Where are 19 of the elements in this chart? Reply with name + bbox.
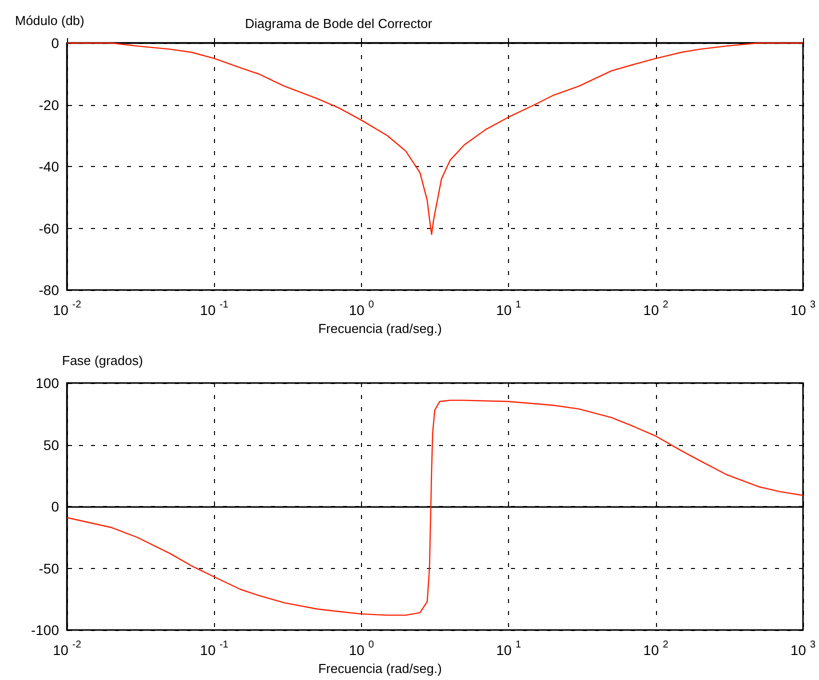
x-tick-label: 10-1: [200, 640, 229, 658]
chart-title: Diagrama de Bode del Corrector: [245, 16, 433, 31]
y-tick-label: -40: [38, 158, 60, 174]
y-tick-label: -60: [38, 220, 60, 236]
y-tick-label: -20: [38, 96, 60, 113]
y-tick-label: 0: [51, 35, 60, 51]
x-tick-label: 10-2: [52, 640, 82, 658]
y-tick-label: 0: [51, 498, 60, 514]
x-axis-title: Frecuencia (rad/seg.): [318, 660, 442, 676]
y-axis-title: Fase (grados): [62, 353, 143, 368]
y-axis-title: Módulo (db): [15, 13, 84, 28]
x-axis-title: Frecuencia (rad/seg.): [318, 320, 442, 336]
y-tick-label: 50: [43, 436, 60, 453]
y-tick-label: 100: [36, 375, 60, 391]
x-tick-label: 10-1: [200, 300, 229, 318]
y-tick-label: -100: [30, 622, 60, 638]
y-tick-label: -80: [38, 282, 60, 298]
x-tick-label: 10-2: [52, 300, 82, 318]
y-tick-label: -50: [38, 560, 60, 576]
